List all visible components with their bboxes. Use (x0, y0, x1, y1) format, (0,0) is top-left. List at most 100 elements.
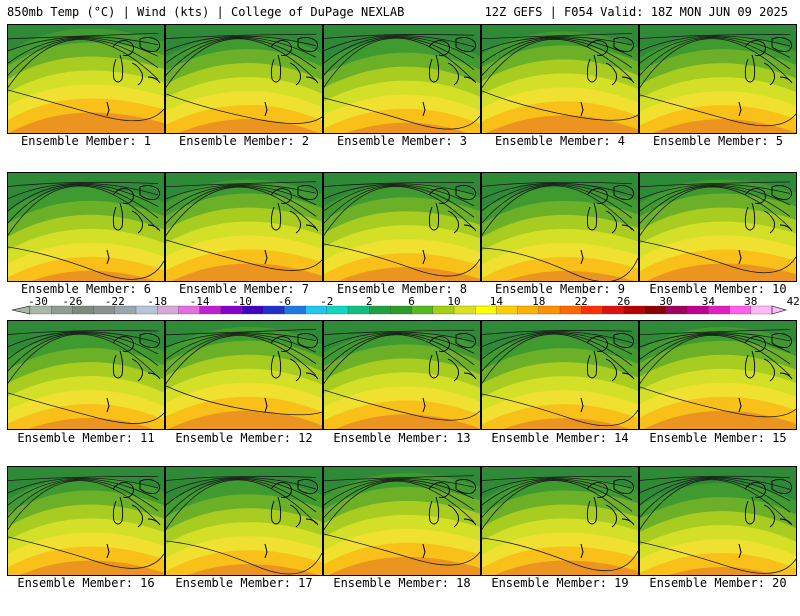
height-contour (166, 239, 322, 271)
height-contour (482, 37, 633, 64)
height-contour (640, 185, 791, 224)
ensemble-panel-19[interactable]: Ensemble Member: 19 (481, 466, 639, 598)
ensemble-panel-9[interactable]: Ensemble Member: 9 (481, 172, 639, 304)
height-contour (482, 478, 633, 506)
height-contour (8, 185, 159, 237)
great-lakes-outline (428, 332, 477, 382)
river-outline (106, 543, 110, 559)
panel-row-2: Ensemble Member: 6 Ensemble Member: 7 En… (0, 172, 800, 322)
great-lakes-outline (270, 332, 319, 382)
height-contour (482, 184, 633, 224)
height-contour (482, 476, 633, 482)
colorbar-tick-label: -26 (62, 295, 83, 308)
ensemble-panel-3[interactable]: Ensemble Member: 3 (323, 24, 481, 156)
height-contour (166, 38, 317, 89)
height-contour (640, 38, 791, 89)
member-label: Ensemble Member: 6 (20, 282, 152, 296)
colorbar-swatch (453, 305, 476, 315)
colorbar-tick-label: -22 (104, 295, 125, 308)
ensemble-panel-5[interactable]: Ensemble Member: 5 (639, 24, 797, 156)
member-map[interactable] (7, 24, 165, 134)
member-map[interactable] (639, 172, 797, 282)
height-contour (482, 182, 633, 200)
temp-band (166, 25, 322, 57)
colorbar-swatch (644, 305, 667, 315)
river-outline (264, 543, 268, 559)
member-map[interactable] (165, 320, 323, 430)
member-map[interactable] (639, 24, 797, 134)
colorbar-tick-label: 2 (365, 295, 373, 308)
height-contour (640, 94, 796, 127)
height-contour (166, 479, 317, 531)
height-contour (640, 476, 791, 494)
member-map[interactable] (323, 24, 481, 134)
ensemble-panel-10[interactable]: Ensemble Member: 10 (639, 172, 797, 304)
height-contour (8, 333, 159, 372)
ensemble-panel-8[interactable]: Ensemble Member: 8 (323, 172, 481, 304)
member-map[interactable] (7, 320, 165, 430)
height-contour (482, 332, 633, 372)
height-contour (166, 35, 317, 52)
colorbar-swatch (538, 305, 561, 315)
member-map[interactable] (165, 24, 323, 134)
ensemble-panel-14[interactable]: Ensemble Member: 14 (481, 320, 639, 452)
ensemble-panel-13[interactable]: Ensemble Member: 13 (323, 320, 481, 452)
height-contour (324, 182, 475, 188)
colorbar-tick-label: 42 (786, 295, 800, 308)
ensemble-panel-16[interactable]: Ensemble Member: 16 (7, 466, 165, 598)
member-map[interactable] (481, 320, 639, 430)
height-contour (8, 476, 159, 482)
height-contour (482, 36, 633, 52)
ensemble-panel-18[interactable]: Ensemble Member: 18 (323, 466, 481, 598)
member-map[interactable] (481, 24, 639, 134)
height-contour (640, 181, 791, 188)
ensemble-panel-1[interactable]: Ensemble Member: 1 (7, 24, 165, 156)
great-lakes-outline (586, 332, 635, 382)
height-contour (640, 184, 791, 200)
member-map[interactable] (323, 172, 481, 282)
member-map[interactable] (639, 320, 797, 430)
temp-band (8, 25, 164, 53)
colorbar-swatch (665, 305, 688, 315)
ensemble-panel-20[interactable]: Ensemble Member: 20 (639, 466, 797, 598)
member-label: Ensemble Member: 18 (333, 576, 471, 590)
great-lakes-outline (586, 184, 635, 234)
member-map[interactable] (7, 466, 165, 576)
member-map[interactable] (639, 466, 797, 576)
height-contour (482, 480, 633, 531)
ensemble-panel-11[interactable]: Ensemble Member: 11 (7, 320, 165, 452)
height-contour (324, 36, 475, 64)
member-map[interactable] (323, 320, 481, 430)
ensemble-panel-12[interactable]: Ensemble Member: 12 (165, 320, 323, 452)
height-contour (166, 181, 317, 188)
height-contour (324, 334, 475, 385)
ensemble-panel-2[interactable]: Ensemble Member: 2 (165, 24, 323, 156)
height-contour (482, 333, 633, 385)
member-map[interactable] (7, 172, 165, 282)
ensemble-panel-7[interactable]: Ensemble Member: 7 (165, 172, 323, 304)
member-label: Ensemble Member: 17 (175, 576, 313, 590)
height-contour (640, 334, 791, 385)
great-lakes-outline (270, 184, 319, 234)
colorbar-swatch (390, 305, 413, 315)
height-contour (8, 36, 159, 52)
height-contour (166, 36, 317, 64)
member-map[interactable] (481, 172, 639, 282)
height-contour (8, 478, 159, 506)
member-map[interactable] (481, 466, 639, 576)
ensemble-panel-4[interactable]: Ensemble Member: 4 (481, 24, 639, 156)
height-contour (166, 335, 317, 385)
member-map[interactable] (323, 466, 481, 576)
height-contour (482, 393, 638, 427)
ensemble-panel-6[interactable]: Ensemble Member: 6 (7, 172, 165, 304)
member-map[interactable] (165, 172, 323, 282)
member-map[interactable] (165, 466, 323, 576)
temperature-colorbar: -30 -26 -22 -18 -14 -10 -6 -2 2 6 10 14 18 22 26 30 34 38… (0, 296, 800, 320)
height-contour (640, 35, 791, 52)
member-label: Ensemble Member: 11 (17, 431, 155, 445)
ensemble-panel-17[interactable]: Ensemble Member: 17 (165, 466, 323, 598)
great-lakes-outline (428, 478, 477, 528)
ensemble-panel-15[interactable]: Ensemble Member: 15 (639, 320, 797, 452)
height-contour (8, 184, 159, 224)
colorbar-swatch (326, 305, 349, 315)
